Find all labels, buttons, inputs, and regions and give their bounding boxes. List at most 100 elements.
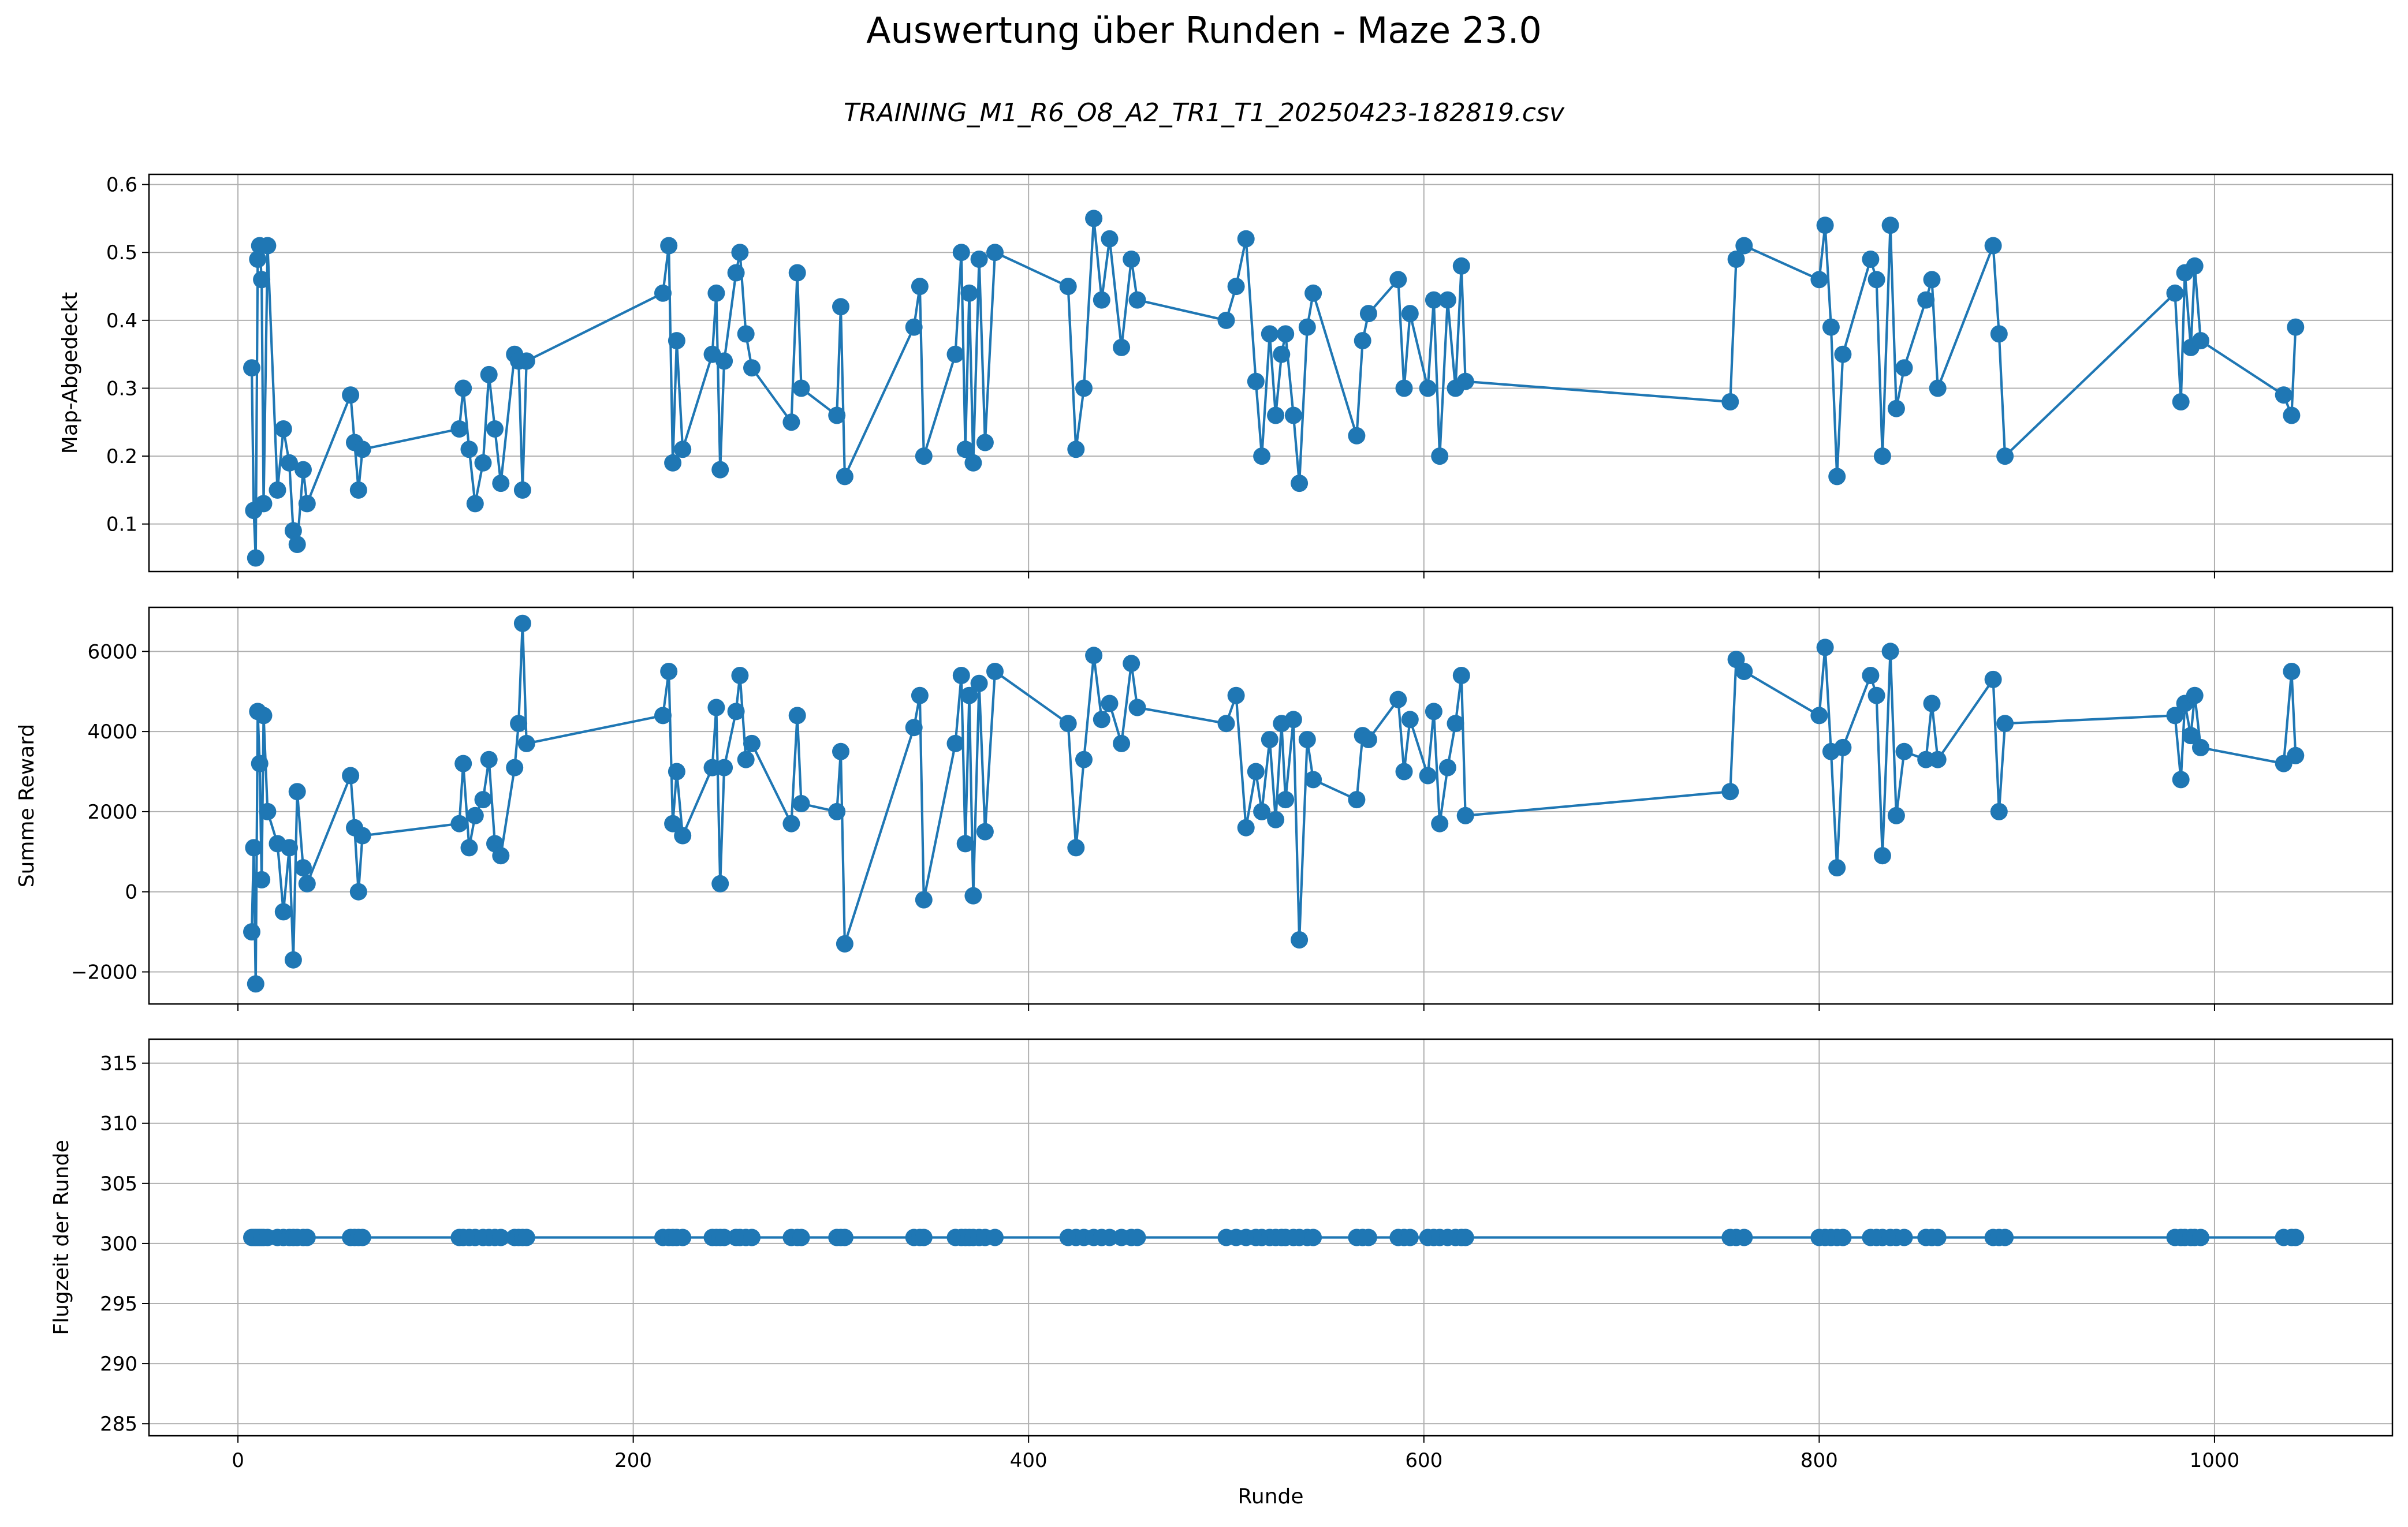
data-point (2172, 393, 2190, 410)
y-tick-label: 0.6 (106, 174, 137, 197)
data-point (1113, 338, 1131, 356)
subplot-flugzeit: 0 200 400 600 800 1000 285 290 295 300 305 310 315 Fl… (50, 1038, 2394, 1509)
data-point (251, 755, 269, 772)
data-point (353, 1229, 371, 1246)
data-point (1348, 791, 1366, 809)
data-point (660, 663, 678, 680)
data-point (1881, 216, 1899, 234)
data-point (715, 352, 733, 370)
data-point (1721, 783, 1739, 801)
data-point (743, 734, 761, 752)
data-point (1929, 1229, 1947, 1246)
data-point (281, 839, 298, 857)
data-point (1075, 751, 1093, 768)
y-tick-label: −2000 (71, 961, 137, 984)
data-point (517, 734, 535, 752)
data-point (1237, 230, 1255, 248)
data-point (743, 359, 761, 377)
data-point (952, 667, 970, 684)
data-point (1304, 771, 1322, 789)
data-point (731, 244, 749, 262)
data-point (1828, 468, 1846, 486)
data-point (1425, 291, 1442, 309)
data-point (1929, 379, 1947, 397)
data-point (1917, 751, 1935, 768)
data-point (288, 783, 306, 801)
data-point (1816, 216, 1834, 234)
x-tick-label: 800 (1801, 1449, 1838, 1472)
data-point (1990, 325, 2008, 343)
data-point (1401, 1229, 1419, 1246)
data-point (792, 379, 810, 397)
data-point (295, 461, 312, 479)
data-point (792, 1229, 810, 1246)
data-point (1419, 767, 1437, 785)
data-point (1923, 695, 1941, 712)
data-point (1438, 759, 1456, 776)
data-point (454, 755, 472, 772)
data-point (298, 495, 316, 513)
data-point (466, 495, 484, 513)
data-point (743, 1229, 761, 1246)
data-point (905, 719, 923, 737)
data-point (2192, 332, 2209, 350)
data-point (970, 251, 988, 268)
data-point (960, 686, 978, 704)
data-point (1895, 742, 1913, 760)
data-point (654, 707, 672, 725)
y-tick-label: 2000 (87, 801, 137, 824)
data-point (517, 1229, 535, 1246)
data-point (946, 734, 964, 752)
data-point (1304, 1229, 1322, 1246)
data-point (956, 835, 974, 853)
data-point (727, 703, 745, 720)
data-point (1291, 931, 1309, 949)
axes-frame (148, 606, 2394, 1005)
data-point (1735, 663, 1753, 680)
data-point (674, 1229, 692, 1246)
data-point (2283, 663, 2301, 680)
data-point (1284, 406, 1302, 424)
data-point (960, 284, 978, 302)
data-point (1067, 839, 1085, 857)
data-point (1834, 345, 1852, 363)
data-point (288, 536, 306, 553)
data-point (707, 284, 725, 302)
data-point (2287, 1229, 2305, 1246)
x-axis-label: Runde (1237, 1485, 1303, 1509)
data-point (976, 434, 994, 451)
data-point (1456, 1229, 1474, 1246)
data-point (674, 827, 692, 845)
y-tick-label: 0 (125, 881, 137, 904)
figure-subtitle: TRAINING_M1_R6_O8_A2_TR1_T1_20250423-182… (844, 98, 1565, 128)
data-point (474, 791, 492, 809)
data-point (1721, 393, 1739, 410)
x-tick-label: 400 (1010, 1449, 1048, 1472)
data-point (1887, 400, 1905, 417)
data-point (1067, 440, 1085, 458)
data-point (1887, 807, 1905, 824)
data-point (911, 278, 929, 296)
y-tick-label: 0.3 (106, 377, 137, 400)
data-point (668, 763, 685, 781)
data-point (1873, 447, 1891, 465)
data-point (1273, 345, 1291, 363)
data-point (1452, 667, 1470, 684)
data-point (1816, 639, 1834, 656)
data-point (2192, 738, 2209, 756)
data-point (1075, 379, 1093, 397)
data-point (1447, 715, 1464, 733)
data-point (492, 475, 510, 492)
data-point (788, 264, 806, 282)
data-point (1101, 1229, 1119, 1246)
data-point (1227, 686, 1245, 704)
subplot-summe-reward: −2000 0 2000 4000 6000 Summe Reward (15, 606, 2394, 1011)
data-point (1735, 237, 1753, 255)
data-point (298, 1229, 316, 1246)
data-point (1862, 667, 1880, 684)
data-point (1123, 655, 1140, 673)
data-point (253, 871, 271, 888)
y-tick-label: 290 (100, 1353, 137, 1376)
data-point (715, 759, 733, 776)
data-point (1128, 1229, 1146, 1246)
